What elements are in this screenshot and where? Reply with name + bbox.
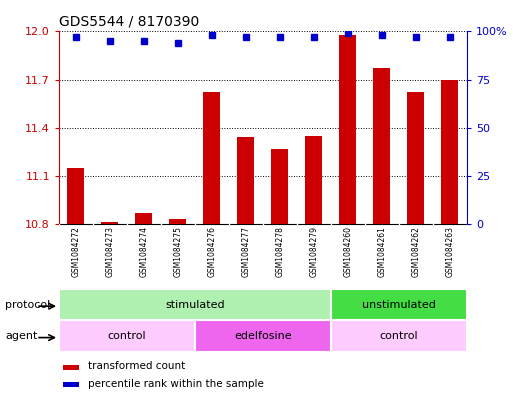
- Text: GSM1084278: GSM1084278: [275, 226, 284, 277]
- Text: unstimulated: unstimulated: [362, 299, 436, 310]
- Text: GSM1084272: GSM1084272: [71, 226, 81, 277]
- Text: transformed count: transformed count: [88, 362, 185, 371]
- Text: GDS5544 / 8170390: GDS5544 / 8170390: [59, 15, 199, 29]
- Text: percentile rank within the sample: percentile rank within the sample: [88, 379, 263, 389]
- Bar: [63, 382, 80, 387]
- Bar: [331, 289, 467, 320]
- Text: GSM1084261: GSM1084261: [378, 226, 386, 277]
- Bar: [373, 68, 390, 224]
- Bar: [68, 168, 85, 224]
- Text: GSM1084274: GSM1084274: [140, 226, 148, 277]
- Bar: [340, 35, 357, 224]
- Text: control: control: [380, 331, 418, 341]
- Bar: [204, 92, 221, 224]
- Text: GSM1084260: GSM1084260: [343, 226, 352, 277]
- Bar: [331, 320, 467, 352]
- Text: edelfosine: edelfosine: [234, 331, 292, 341]
- Text: GSM1084262: GSM1084262: [411, 226, 420, 277]
- Bar: [59, 320, 195, 352]
- Bar: [407, 92, 424, 224]
- Bar: [195, 320, 331, 352]
- Text: GSM1084277: GSM1084277: [242, 226, 250, 277]
- Text: GSM1084279: GSM1084279: [309, 226, 319, 277]
- Text: GSM1084263: GSM1084263: [445, 226, 455, 277]
- Bar: [102, 222, 119, 224]
- Bar: [63, 365, 80, 369]
- Bar: [238, 137, 254, 224]
- Bar: [59, 289, 331, 320]
- Text: agent: agent: [5, 331, 37, 341]
- Bar: [441, 79, 458, 224]
- Text: GSM1084273: GSM1084273: [106, 226, 114, 277]
- Text: GSM1084276: GSM1084276: [207, 226, 216, 277]
- Text: stimulated: stimulated: [165, 299, 225, 310]
- Text: protocol: protocol: [5, 299, 50, 310]
- Bar: [169, 219, 186, 224]
- Text: control: control: [108, 331, 146, 341]
- Bar: [305, 136, 322, 224]
- Bar: [135, 213, 152, 224]
- Text: GSM1084275: GSM1084275: [173, 226, 183, 277]
- Bar: [271, 149, 288, 224]
